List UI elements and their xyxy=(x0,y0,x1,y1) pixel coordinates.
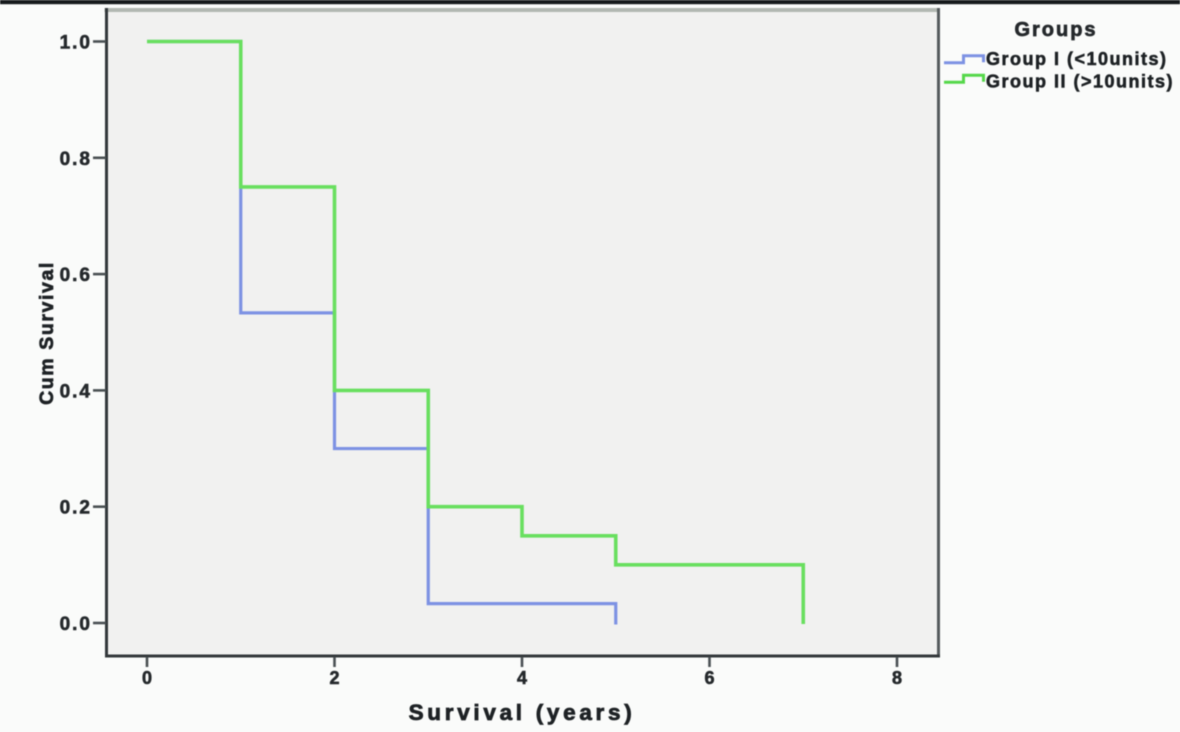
svg-text:0.2: 0.2 xyxy=(60,498,92,519)
svg-text:Group I (<10units): Group I (<10units) xyxy=(986,49,1168,69)
svg-text:Cum Survival: Cum Survival xyxy=(36,261,58,405)
svg-text:Survival (years): Survival (years) xyxy=(409,700,636,725)
svg-text:6: 6 xyxy=(704,668,714,688)
svg-text:0.8: 0.8 xyxy=(60,149,92,170)
svg-text:8: 8 xyxy=(892,668,902,688)
svg-text:0.4: 0.4 xyxy=(60,381,92,402)
svg-text:1.0: 1.0 xyxy=(60,33,92,54)
svg-text:0: 0 xyxy=(142,668,152,688)
svg-text:4: 4 xyxy=(517,668,527,688)
svg-text:0.0: 0.0 xyxy=(60,614,92,635)
svg-text:Groups: Groups xyxy=(1014,19,1097,41)
svg-text:0.6: 0.6 xyxy=(60,265,92,286)
svg-text:Group II (>10units): Group II (>10units) xyxy=(986,72,1174,92)
svg-text:2: 2 xyxy=(329,668,339,688)
